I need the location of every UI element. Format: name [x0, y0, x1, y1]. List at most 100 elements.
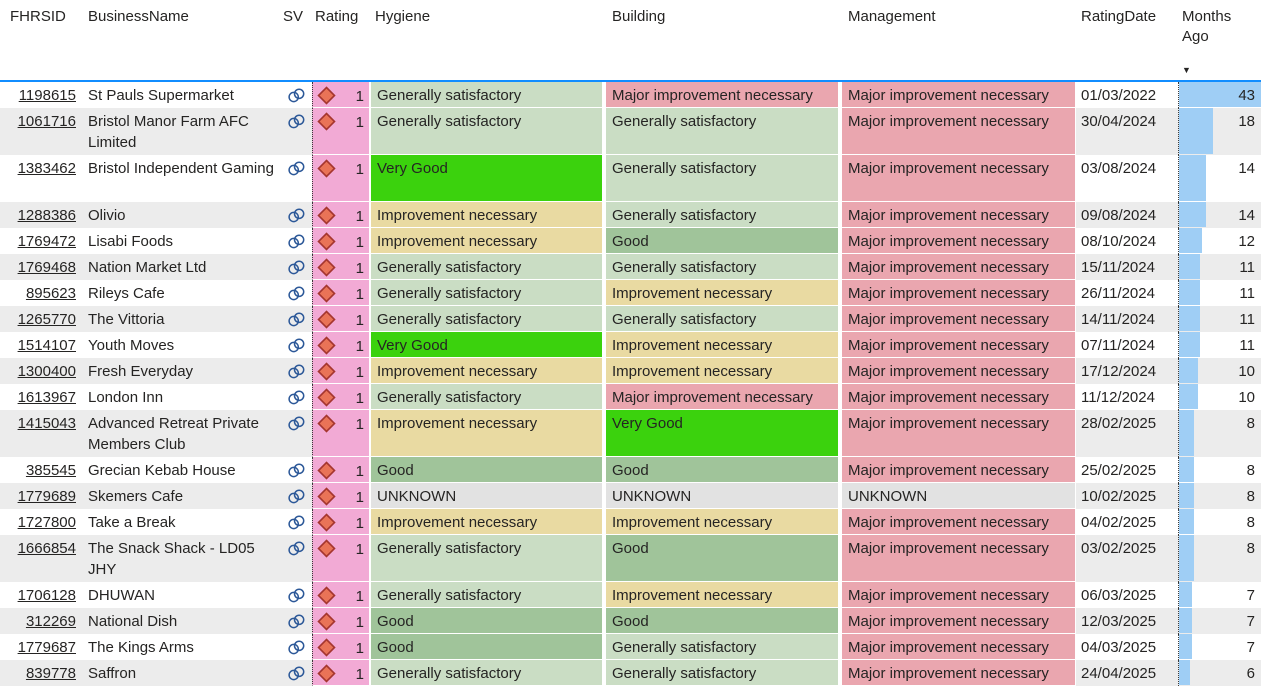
months-ago-bar: [1179, 82, 1261, 107]
column-header-management[interactable]: Management: [848, 8, 936, 25]
rating-cell: 1: [312, 155, 371, 202]
fhrsid-link[interactable]: 1300400: [17, 363, 76, 380]
fhrsid-link[interactable]: 1383462: [17, 160, 76, 177]
sv-cell: [280, 358, 312, 384]
fhrsid-link[interactable]: 1779687: [17, 639, 76, 656]
fhrsid-cell: 839778: [0, 660, 84, 686]
fhrsid-link[interactable]: 1769468: [17, 259, 76, 276]
business-name: Take a Break: [84, 509, 280, 535]
fhrsid-link[interactable]: 1779689: [17, 488, 76, 505]
column-header-hygiene[interactable]: Hygiene: [375, 8, 431, 25]
hygiene-status: Generally satisfactory: [371, 280, 606, 306]
fhrsid-link[interactable]: 1061716: [17, 113, 76, 130]
months-ago-bar: [1179, 280, 1200, 305]
table-row: 1666854 The Snack Shack - LD05 JHY 1 Gen…: [0, 535, 1261, 582]
months-ago-value: 11: [1239, 337, 1255, 354]
fhrsid-link[interactable]: 839778: [25, 665, 76, 682]
table-row: 1265770 The Vittoria 1 Generally satisfa…: [0, 306, 1261, 332]
link-icon[interactable]: [287, 541, 306, 556]
rating-cell: 1: [312, 306, 371, 332]
link-icon[interactable]: [287, 338, 306, 353]
column-header-ratingdate[interactable]: RatingDate: [1081, 8, 1157, 25]
link-icon[interactable]: [287, 364, 306, 379]
management-status: Major improvement necessary: [842, 254, 1076, 280]
link-icon[interactable]: [287, 588, 306, 603]
link-icon[interactable]: [287, 286, 306, 301]
sv-cell: [280, 202, 312, 228]
kpi-diamond-icon: [317, 586, 336, 605]
rating-cell: 1: [312, 228, 371, 254]
kpi-diamond-icon: [317, 414, 336, 433]
rating-cell: 1: [312, 358, 371, 384]
rating-value: 1: [355, 114, 364, 131]
months-ago-bar: [1179, 358, 1199, 383]
fhrsid-link[interactable]: 1706128: [17, 587, 76, 604]
months-ago-value: 14: [1238, 207, 1255, 224]
fhrsid-link[interactable]: 1613967: [17, 389, 76, 406]
link-icon[interactable]: [287, 234, 306, 249]
fhrsid-link[interactable]: 1288386: [17, 207, 76, 224]
sv-cell: [280, 582, 312, 608]
hygiene-status: Good: [371, 608, 606, 634]
rating-cell: 1: [312, 634, 371, 660]
rating-value: 1: [355, 208, 364, 225]
months-ago-bar: [1179, 155, 1206, 201]
rating-date: 08/10/2024: [1076, 228, 1178, 254]
link-icon[interactable]: [287, 463, 306, 478]
table-row: 1383462 Bristol Independent Gaming 1 Ver…: [0, 155, 1261, 202]
hygiene-status: Generally satisfactory: [371, 108, 606, 155]
months-ago-cell: 8: [1178, 410, 1261, 457]
fhrsid-link[interactable]: 1769472: [17, 233, 76, 250]
rating-date: 04/02/2025: [1076, 509, 1178, 535]
fhrsid-link[interactable]: 1198615: [18, 87, 76, 104]
rating-cell: 1: [312, 535, 371, 582]
rating-date: 03/08/2024: [1076, 155, 1178, 202]
link-icon[interactable]: [287, 390, 306, 405]
link-icon[interactable]: [287, 489, 306, 504]
sort-descending-icon[interactable]: ▼: [1182, 65, 1191, 75]
column-header-fhrsid[interactable]: FHRSID: [10, 8, 66, 25]
months-ago-bar: [1179, 608, 1193, 633]
link-icon[interactable]: [287, 614, 306, 629]
link-icon[interactable]: [287, 88, 306, 103]
months-ago-bar: [1179, 332, 1200, 357]
link-icon[interactable]: [287, 208, 306, 223]
fhrsid-cell: 1706128: [0, 582, 84, 608]
link-icon[interactable]: [287, 161, 306, 176]
fhrsid-link[interactable]: 1265770: [17, 311, 76, 328]
sv-cell: [280, 280, 312, 306]
sv-cell: [280, 660, 312, 686]
fhrsid-link[interactable]: 312269: [25, 613, 76, 630]
months-ago-cell: 11: [1178, 280, 1261, 306]
management-status: Major improvement necessary: [842, 108, 1076, 155]
link-icon[interactable]: [287, 640, 306, 655]
fhrsid-link[interactable]: 1514107: [17, 337, 76, 354]
column-header-building[interactable]: Building: [612, 8, 666, 25]
column-header-monthsago[interactable]: Months Ago ▼: [1178, 0, 1261, 80]
rating-cell: 1: [312, 608, 371, 634]
kpi-diamond-icon: [317, 638, 336, 657]
rating-value: 1: [355, 416, 364, 433]
kpi-diamond-icon: [317, 159, 336, 178]
rating-date: 04/03/2025: [1076, 634, 1178, 660]
link-icon[interactable]: [287, 114, 306, 129]
hygiene-status: Improvement necessary: [371, 228, 606, 254]
link-icon[interactable]: [287, 515, 306, 530]
fhrsid-link[interactable]: 1666854: [17, 540, 76, 557]
rating-value: 1: [355, 614, 364, 631]
column-header-sv[interactable]: SV: [283, 8, 304, 25]
column-header-businessname[interactable]: BusinessName: [88, 8, 189, 25]
management-status: Major improvement necessary: [842, 634, 1076, 660]
fhrsid-link[interactable]: 1727800: [17, 514, 76, 531]
months-ago-value: 6: [1246, 665, 1255, 682]
link-icon[interactable]: [287, 312, 306, 327]
fhrsid-link[interactable]: 1415043: [17, 415, 76, 432]
fhrsid-link[interactable]: 895623: [25, 285, 76, 302]
link-icon[interactable]: [287, 416, 306, 431]
fhrsid-link[interactable]: 385545: [25, 462, 76, 479]
link-icon[interactable]: [287, 666, 306, 681]
management-status: Major improvement necessary: [842, 384, 1076, 410]
building-status: Very Good: [606, 410, 842, 457]
link-icon[interactable]: [287, 260, 306, 275]
column-header-rating[interactable]: Rating: [315, 8, 359, 25]
